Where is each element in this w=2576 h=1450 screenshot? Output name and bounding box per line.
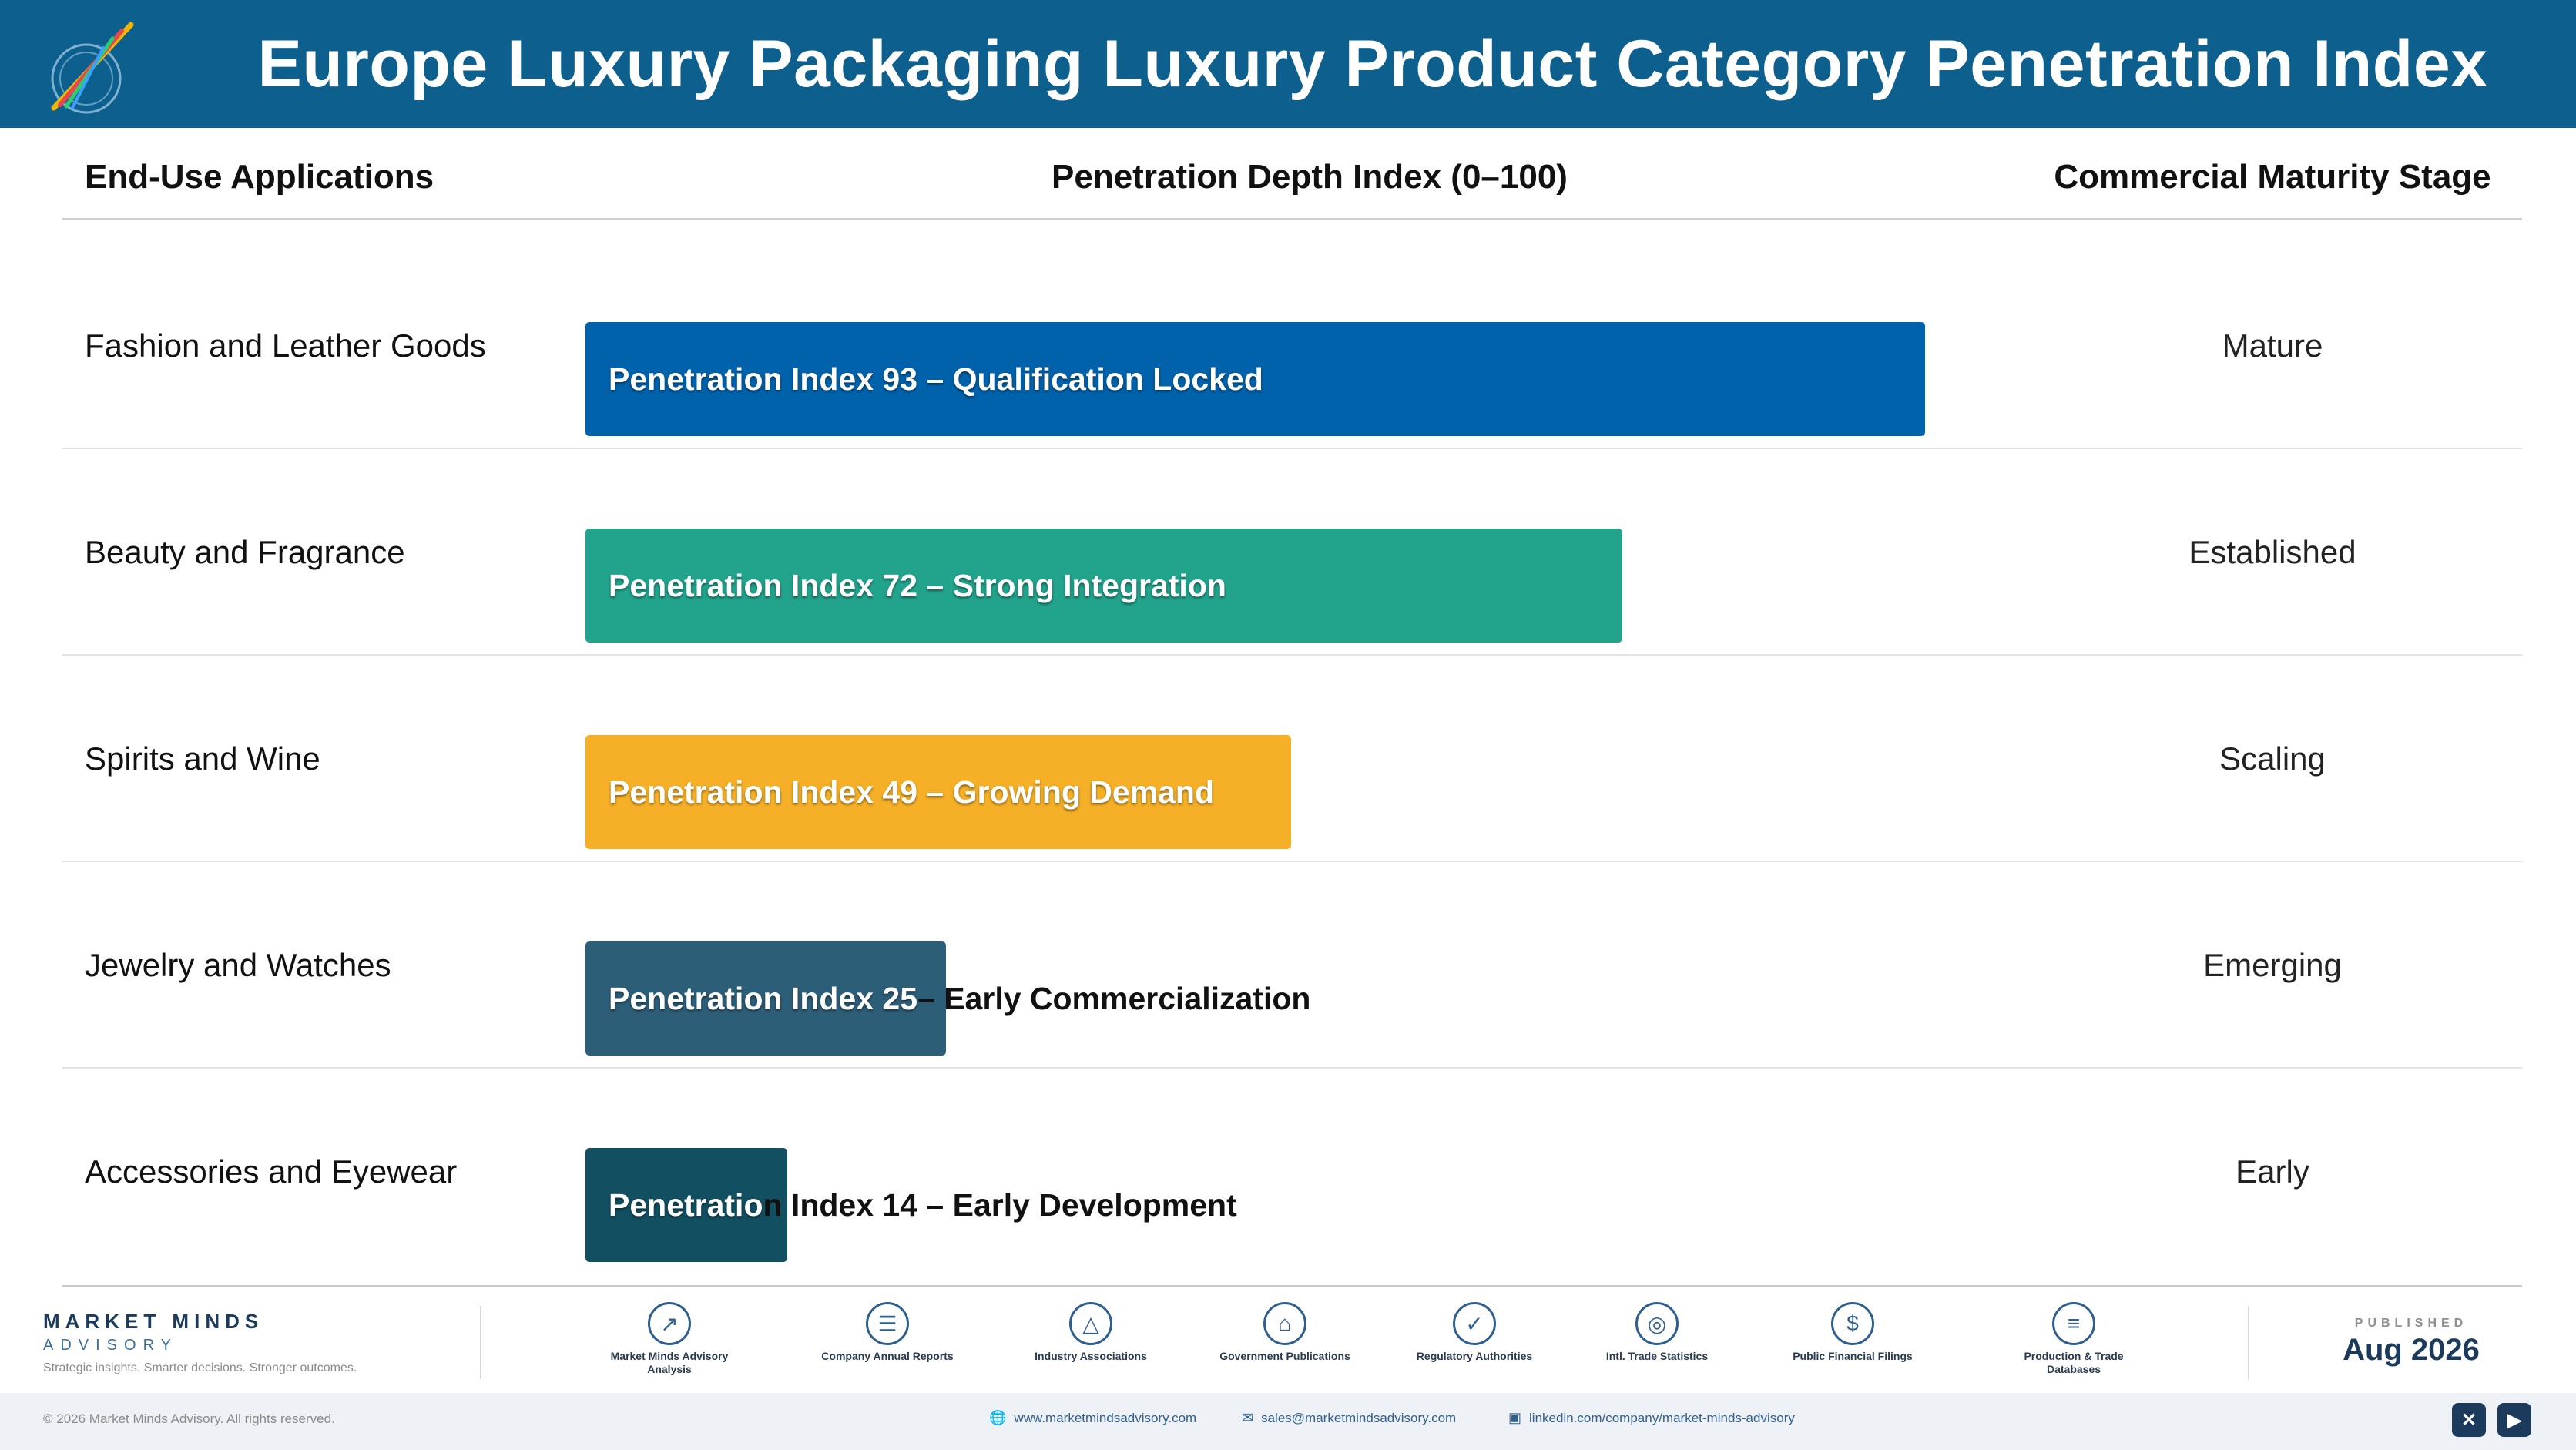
- maturity-stage-label: Mature: [2222, 327, 2323, 364]
- email-link[interactable]: ✉ sales@marketmindsadvisory.com: [1242, 1410, 1456, 1426]
- brand-tagline: Strategic insights. Smarter decisions. S…: [43, 1361, 357, 1374]
- source-item: ↗ Market Minds Advisory Analysis: [592, 1302, 746, 1376]
- category-label: Beauty and Fragrance: [85, 534, 405, 570]
- chart-row: Fashion and Leather Goods Penetration Ind…: [62, 243, 2522, 449]
- database-icon: ≡: [2052, 1302, 2095, 1345]
- brand-subtitle: ADVISORY: [43, 1337, 178, 1354]
- bar-data-label: Penetration Index 93 – Qualification Loc…: [609, 361, 1263, 397]
- chart-row: Jewelry and Watches Penetration Index 25 …: [62, 862, 2522, 1069]
- chart-bottom-divider: [62, 1285, 2522, 1287]
- youtube-icon[interactable]: ▶: [2497, 1403, 2531, 1437]
- column-header-stage: Commercial Maturity Stage: [2054, 158, 2491, 196]
- category-label: Jewelry and Watches: [85, 947, 391, 983]
- bar-data-label: Penetration Index 25 – Early Commerciali…: [609, 980, 1311, 1016]
- row-divider: [62, 1067, 2522, 1069]
- linkedin-link[interactable]: ▣ linkedin.com/company/market-minds-advi…: [1508, 1410, 1795, 1426]
- published-label: PUBLISHED: [2354, 1317, 2468, 1330]
- source-label: Regulatory Authorities: [1416, 1350, 1533, 1362]
- row-divider: [62, 861, 2522, 862]
- source-item: ⌂ Government Publications: [1208, 1302, 1362, 1363]
- category-label: Spirits and Wine: [85, 740, 320, 777]
- published-date: Aug 2026: [2343, 1333, 2480, 1367]
- column-header-index: Penetration Depth Index (0–100): [1052, 158, 1568, 196]
- website-link[interactable]: 🌐 www.marketmindsadvisory.com: [989, 1410, 1196, 1426]
- index-bar: [585, 529, 1622, 643]
- page-title: Europe Luxury Packaging Luxury Product C…: [257, 27, 2488, 101]
- government-building-icon: ⌂: [1263, 1302, 1306, 1345]
- source-label: Company Annual Reports: [821, 1350, 954, 1362]
- footer-contact-band: [0, 1393, 2576, 1450]
- category-label: Accessories and Eyewear: [85, 1153, 458, 1190]
- source-label: Public Financial Filings: [1793, 1350, 1913, 1362]
- mail-icon: ✉: [1242, 1410, 1254, 1425]
- source-label: Production & Trade Databases: [2024, 1350, 2124, 1375]
- source-item: ✓ Regulatory Authorities: [1397, 1302, 1551, 1363]
- globe-icon: 🌐: [989, 1410, 1007, 1425]
- dollar-icon: $: [1831, 1302, 1874, 1345]
- maturity-stage-label: Emerging: [2203, 947, 2342, 983]
- email-text[interactable]: sales@marketmindsadvisory.com: [1261, 1410, 1457, 1425]
- bar-data-label: Penetration Index 72 – Strong Integratio…: [609, 567, 1226, 603]
- source-item: $ Public Financial Filings: [1776, 1302, 1930, 1363]
- header-divider: [62, 218, 2522, 220]
- chart-row: Accessories and Eyewear Penetratio n Index…: [62, 1069, 2522, 1275]
- source-item: ☰ Company Annual Reports: [810, 1302, 964, 1363]
- footer-divider: [480, 1306, 481, 1379]
- row-divider: [62, 448, 2522, 449]
- source-label: Government Publications: [1219, 1350, 1350, 1362]
- source-item: △ Industry Associations: [1014, 1302, 1168, 1363]
- chart-row: Spirits and Wine Penetration Index 49 – G…: [62, 656, 2522, 862]
- copyright-text: © 2026 Market Minds Advisory. All rights…: [43, 1411, 335, 1426]
- source-item: ≡ Production & Trade Databases: [1997, 1302, 2151, 1376]
- footer-divider: [2248, 1306, 2249, 1379]
- x-icon[interactable]: ✕: [2452, 1403, 2486, 1437]
- globe-icon: ◎: [1635, 1302, 1679, 1345]
- network-icon: △: [1069, 1302, 1112, 1345]
- category-label: Fashion and Leather Goods: [85, 327, 486, 364]
- market-minds-logo: [51, 22, 134, 114]
- header-bar: Europe Luxury Packaging Luxury Product C…: [0, 0, 2576, 128]
- maturity-stage-label: Established: [2189, 534, 2356, 570]
- index-bar: [585, 322, 1925, 436]
- document-icon: ☰: [866, 1302, 909, 1345]
- linkedin-text[interactable]: linkedin.com/company/market-minds-adviso…: [1529, 1410, 1795, 1425]
- linkedin-icon: ▣: [1508, 1410, 1522, 1425]
- index-bar: [585, 735, 1291, 849]
- index-bar: [585, 1148, 787, 1262]
- column-header-applications: End-Use Applications: [85, 158, 434, 196]
- chart-row: Beauty and Fragrance Penetration Index 72…: [62, 449, 2522, 656]
- index-bar: [585, 941, 946, 1056]
- bar-data-label: Penetration Index 49 – Growing Demand: [609, 774, 1215, 810]
- bar-data-label: Penetratio n Index 14 – Early Development: [609, 1187, 1237, 1223]
- row-divider: [62, 654, 2522, 656]
- shield-icon: ✓: [1453, 1302, 1496, 1345]
- source-label: Intl. Trade Statistics: [1605, 1350, 1709, 1362]
- maturity-stage-label: Scaling: [2219, 740, 2326, 777]
- trend-chart-icon: ↗: [648, 1302, 691, 1345]
- brand-name: MARKET MINDS: [43, 1310, 264, 1333]
- website-text[interactable]: www.marketmindsadvisory.com: [1014, 1410, 1197, 1425]
- source-label: Market Minds Advisory Analysis: [610, 1350, 729, 1375]
- source-label: Industry Associations: [1035, 1350, 1147, 1362]
- maturity-stage-label: Early: [2236, 1153, 2309, 1190]
- source-item: ◎ Intl. Trade Statistics: [1580, 1302, 1734, 1363]
